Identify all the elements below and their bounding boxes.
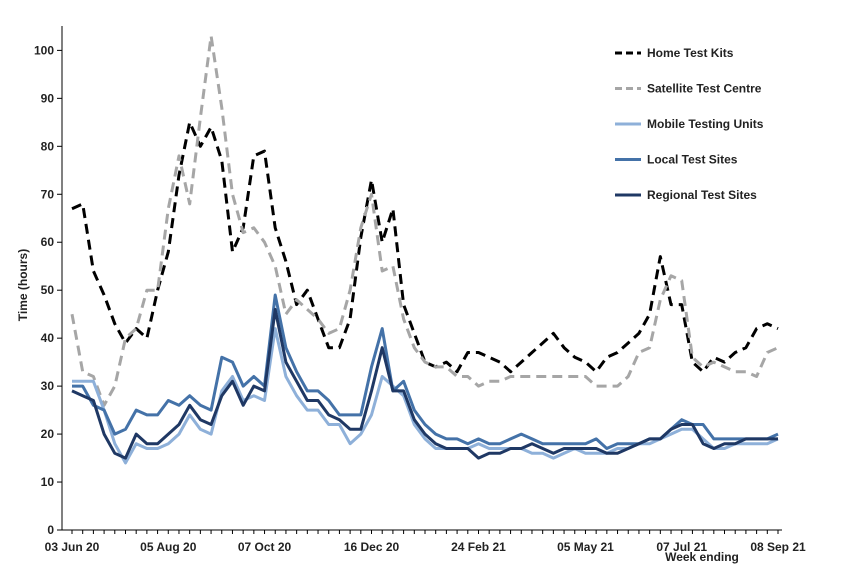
x-tick-label: 05 May 21 (557, 540, 614, 554)
series-line-regional-test-sites (71, 307, 778, 460)
y-axis-title: Time (hours) (16, 249, 30, 321)
y-tick-label: 100 (34, 43, 54, 57)
series-line-mobile-testing-units (72, 327, 779, 465)
y-tick-label: 60 (41, 235, 55, 249)
axes: 0 10 20 30 40 50 60 70 80 90 100 03 Jun 20 05 Aug 20… (34, 26, 806, 554)
y-tick-label: 20 (41, 427, 55, 441)
x-tick-label: 24 Feb 21 (451, 540, 506, 554)
y-tick-label: 40 (41, 331, 55, 345)
y-tick-label: 10 (41, 475, 55, 489)
legend-label: Mobile Testing Units (647, 117, 764, 131)
x-tick-label: 08 Sep 21 (750, 540, 806, 554)
x-tick-label: 05 Aug 20 (140, 540, 197, 554)
series-line-satellite-test-centre (70, 34, 779, 407)
legend-label: Satellite Test Centre (647, 82, 762, 96)
series-line-home-test-kits (71, 120, 779, 374)
y-tick-label: 90 (41, 91, 55, 105)
legend-label: Home Test Kits (647, 46, 734, 60)
x-tick-label: 03 Jun 20 (45, 540, 100, 554)
legend: Home Test Kits Satellite Test Centre Mobil… (615, 46, 764, 202)
x-tick-label: 07 Jul 21 (656, 540, 707, 554)
y-tick-label: 80 (41, 139, 55, 153)
x-axis-title: Week ending (665, 550, 739, 564)
legend-label: Local Test Sites (647, 153, 738, 167)
y-tick-label: 0 (47, 523, 54, 537)
y-tick-label: 70 (41, 187, 55, 201)
y-tick-label: 30 (41, 379, 55, 393)
y-tick-label: 50 (41, 283, 55, 297)
legend-label: Regional Test Sites (647, 188, 757, 202)
x-tick-label: 07 Oct 20 (238, 540, 292, 554)
series-lines (70, 34, 779, 465)
x-tick-label: 16 Dec 20 (344, 540, 400, 554)
